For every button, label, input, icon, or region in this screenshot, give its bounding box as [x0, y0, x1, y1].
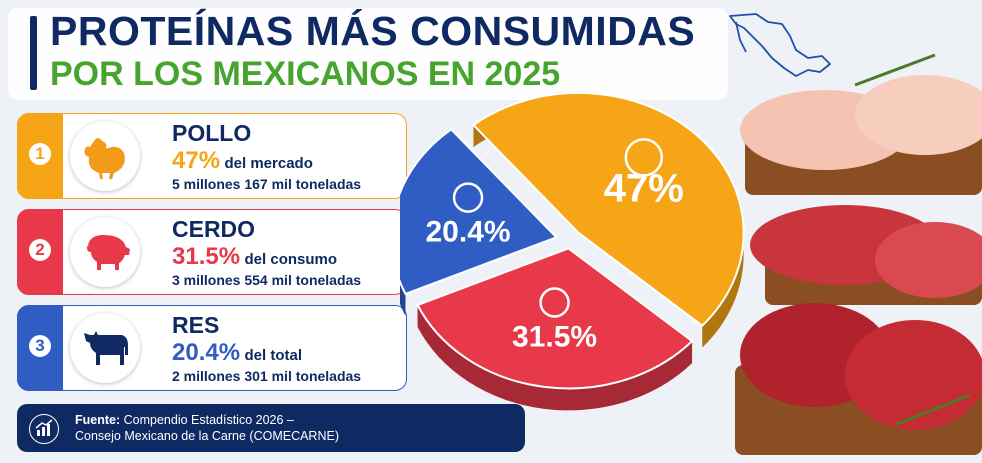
percentage-value: 20.4% — [172, 339, 241, 366]
protein-name: POLLO — [172, 120, 252, 146]
title-accent-bar — [30, 16, 37, 90]
pie-slice-label: 20.4% — [426, 216, 511, 249]
percentage-value: 47% — [172, 147, 221, 174]
rank-number: 1 — [29, 143, 51, 165]
chicken-icon — [624, 138, 664, 177]
page-title: PROTEÍNAS MÁS CONSUMIDAS — [50, 8, 696, 54]
tonnage-text: 5 millones 167 mil toneladas — [172, 176, 362, 192]
rank-number: 3 — [29, 335, 51, 357]
pie-slice-1: 31.5% — [416, 247, 694, 411]
rank-badge: 3 — [17, 305, 63, 391]
pie-slice-0: 47% — [471, 91, 745, 348]
tonnage-text: 2 millones 301 mil toneladas — [172, 368, 362, 384]
meat-illustration — [735, 53, 982, 455]
source-line1: Compendio Estadístico 2026 – — [123, 413, 294, 427]
pie-chart: 47% 31.5% 20.4% — [400, 91, 745, 411]
card-cerdo: 2 CERDO 31.5% del consumo 3 millones 554… — [17, 209, 407, 295]
cow-icon — [452, 182, 484, 213]
rank-badge: 1 — [17, 113, 63, 199]
percentage-value: 31.5% — [172, 243, 241, 270]
card-res: 3 RES 20.4% del total 2 millones 301 mil… — [17, 305, 407, 391]
source-label: Fuente: — [75, 413, 121, 427]
protein-name: RES — [172, 312, 220, 338]
page-subtitle: POR LOS MEXICANOS EN 2025 — [50, 55, 561, 93]
rank-badge: 2 — [17, 209, 63, 295]
tonnage-text: 3 millones 554 mil toneladas — [172, 272, 362, 288]
cow-icon — [70, 313, 140, 383]
percentage-label: del total — [244, 347, 303, 364]
pie-slice-top — [400, 128, 559, 296]
source-line2: Consejo Mexicano de la Carne (COMECARNE) — [75, 429, 339, 443]
percentage-line: 20.4% del total — [172, 339, 302, 367]
source-panel: Fuente: Compendio Estadístico 2026 – Con… — [17, 404, 525, 452]
source-text: Fuente: Compendio Estadístico 2026 – Con… — [75, 412, 339, 444]
pie-slice-top — [416, 247, 694, 390]
mexico-map-icon — [729, 13, 831, 77]
pie-slice-label: 31.5% — [512, 320, 597, 353]
pie-slice-2: 20.4% — [400, 128, 559, 316]
card-pollo: 1 POLLO 47% del mercado 5 millones 167 m… — [17, 113, 407, 199]
pig-icon — [70, 217, 140, 287]
percentage-label: del mercado — [224, 155, 313, 172]
protein-name: CERDO — [172, 216, 256, 242]
chicken-icon — [70, 121, 140, 191]
percentage-label: del consumo — [244, 251, 338, 268]
pie-slice-top — [471, 91, 745, 327]
pie-slice-label: 47% — [604, 166, 684, 210]
title-panel — [8, 8, 728, 100]
chart-growth-icon — [29, 414, 59, 444]
percentage-line: 31.5% del consumo — [172, 243, 337, 271]
percentage-line: 47% del mercado — [172, 147, 313, 175]
pig-icon — [539, 287, 570, 318]
rank-number: 2 — [29, 239, 51, 261]
